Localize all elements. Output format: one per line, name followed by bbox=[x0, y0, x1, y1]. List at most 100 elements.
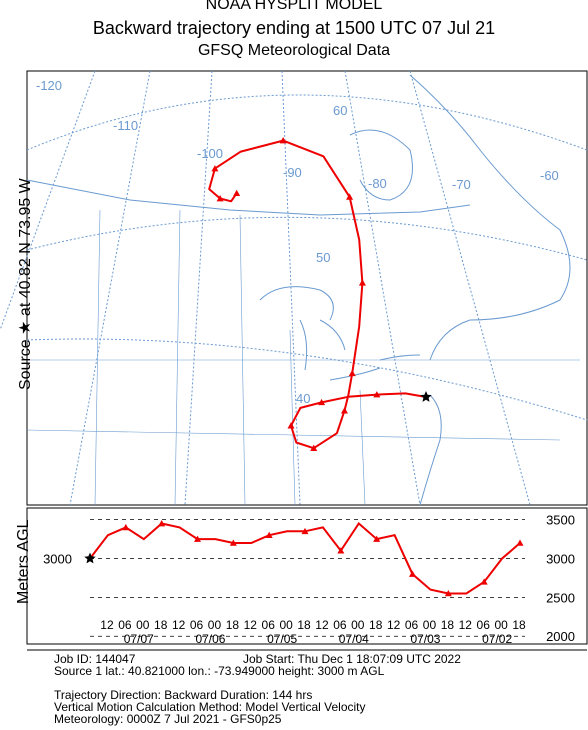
graticule-lon-100 bbox=[184, 70, 213, 506]
height-marker bbox=[122, 523, 130, 531]
time-tick-label: 00 bbox=[279, 618, 293, 632]
height-marker bbox=[480, 578, 488, 585]
trajectory-marker-map bbox=[346, 193, 354, 200]
graticule-lat-60 bbox=[26, 94, 588, 151]
height-tick-label: 3000 bbox=[546, 552, 575, 567]
state-line-6 bbox=[289, 329, 296, 506]
graticule-lon-70 bbox=[409, 70, 531, 506]
date-tick-label: 07/06 bbox=[195, 632, 225, 646]
time-tick-label: 12 bbox=[100, 618, 114, 632]
hudson-bay-coast bbox=[349, 129, 413, 201]
height-marker bbox=[337, 547, 345, 554]
job-id: Job ID: 144047 bbox=[54, 652, 136, 666]
trajectory-marker-map bbox=[358, 279, 366, 286]
trajectory-line-map bbox=[208, 139, 427, 450]
height-tick-label: 3500 bbox=[546, 513, 575, 528]
trajectory-marker-map bbox=[216, 195, 224, 202]
lon-label: -90 bbox=[283, 165, 302, 180]
date-tick-label: 07/07 bbox=[124, 632, 154, 646]
lon-label: -100 bbox=[197, 146, 223, 161]
lake-ontario bbox=[379, 354, 421, 361]
date-tick-label: 07/04 bbox=[339, 632, 369, 646]
time-tick-label: 18 bbox=[512, 618, 526, 632]
state-line-7 bbox=[359, 389, 366, 506]
lat-label: 60 bbox=[333, 103, 347, 118]
time-tick-label: 18 bbox=[154, 618, 168, 632]
source-info: Source 1 lat.: 40.821000 lon.: -73.94900… bbox=[54, 664, 385, 678]
lon-label: -70 bbox=[452, 177, 471, 192]
lon-label: -80 bbox=[368, 176, 387, 191]
time-tick-label: 12 bbox=[387, 618, 401, 632]
height-axis-label: Meters AGL bbox=[15, 519, 32, 604]
height-marker bbox=[301, 527, 309, 535]
time-tick-label: 12 bbox=[459, 618, 473, 632]
date-tick-label: 07/02 bbox=[482, 632, 512, 646]
map-labels: -120 -110 -100 -90 -80 -70 -60 60 50 40 bbox=[36, 78, 559, 406]
trajectory-marker-map bbox=[279, 137, 287, 144]
job-start: Job Start: Thu Dec 1 18:07:09 UTC 2022 bbox=[243, 652, 461, 666]
height-marker bbox=[409, 570, 416, 577]
trajectory-direction: Trajectory Direction: Backward Duration:… bbox=[54, 688, 313, 702]
lat-label: 50 bbox=[316, 250, 330, 265]
trajectory-map-layer bbox=[208, 137, 432, 451]
source-star-map bbox=[420, 391, 432, 402]
lake-huron bbox=[319, 319, 346, 351]
height-frame bbox=[26, 507, 588, 645]
graticule-lon-120 bbox=[0, 70, 96, 331]
time-axis: 12 06 00 18 12 06 00 18 12 06 00 18 12 06 00 18 12 06 00 18… bbox=[100, 618, 526, 646]
meteorology-info: Meteorology: 0000Z 7 Jul 2021 - GFS0p25 bbox=[54, 712, 282, 726]
lon-label: -60 bbox=[540, 168, 559, 183]
lake-superior bbox=[259, 286, 334, 321]
height-panel-layer: 2000 2500 3000 3500 3000 bbox=[43, 513, 575, 645]
height-tick-label: 2000 bbox=[546, 629, 575, 644]
atlantic-coast bbox=[419, 394, 442, 506]
state-line-3 bbox=[94, 209, 101, 506]
height-marker bbox=[444, 589, 452, 597]
trajectory-marker-map bbox=[233, 189, 241, 197]
date-tick-label: 07/05 bbox=[267, 632, 297, 646]
source-location-label: Source ★ at 40.82 N 73.95 W bbox=[17, 178, 34, 390]
graticule-lat-50 bbox=[26, 216, 588, 261]
trajectory-marker-map bbox=[373, 391, 381, 398]
lat-label: 40 bbox=[296, 391, 310, 406]
graticule-lon-110 bbox=[69, 70, 151, 506]
time-tick-label: 12 bbox=[315, 618, 329, 632]
trajectory-marker-map bbox=[310, 444, 318, 451]
height-marker bbox=[265, 531, 273, 538]
trajectory-marker-map bbox=[211, 165, 219, 172]
map-basemap bbox=[0, 70, 588, 506]
time-tick-label: 00 bbox=[351, 618, 365, 632]
time-tick-label: 00 bbox=[423, 618, 437, 632]
state-line-5 bbox=[239, 214, 246, 506]
height-marker bbox=[194, 535, 201, 542]
labrador-coast bbox=[409, 74, 571, 361]
graticule-lon-80 bbox=[344, 70, 421, 506]
state-line-4 bbox=[174, 209, 181, 506]
vertical-method: Vertical Motion Calculation Method: Mode… bbox=[54, 700, 366, 714]
height-marker bbox=[373, 535, 381, 542]
time-tick-label: 06 bbox=[333, 618, 347, 632]
trajectory-marker-map bbox=[348, 369, 356, 377]
canada-us-border bbox=[26, 179, 471, 216]
trajectory-marker-map bbox=[340, 407, 348, 414]
time-tick-label: 18 bbox=[369, 618, 383, 632]
height-marker bbox=[158, 520, 166, 527]
time-tick-label: 06 bbox=[405, 618, 419, 632]
trajectory-title: Backward trajectory ending at 1500 UTC 0… bbox=[92, 18, 496, 38]
height-tick-label: 2500 bbox=[546, 590, 575, 605]
time-tick-label: 06 bbox=[190, 618, 204, 632]
source-star-height bbox=[84, 552, 96, 564]
time-tick-label: 12 bbox=[172, 618, 186, 632]
trajectory-marker-map bbox=[318, 398, 326, 406]
time-tick-label: 00 bbox=[494, 618, 508, 632]
graticule-lat-40 bbox=[26, 338, 588, 421]
time-tick-label: 18 bbox=[226, 618, 240, 632]
model-title: NOAA HYSPLIT MODEL bbox=[205, 0, 383, 13]
trajectory-marker-map bbox=[287, 422, 295, 429]
time-tick-label: 18 bbox=[441, 618, 455, 632]
time-tick-label: 18 bbox=[297, 618, 311, 632]
time-tick-label: 06 bbox=[262, 618, 276, 632]
time-tick-label: 00 bbox=[208, 618, 222, 632]
met-data-title: GFSQ Meteorological Data bbox=[197, 42, 391, 59]
